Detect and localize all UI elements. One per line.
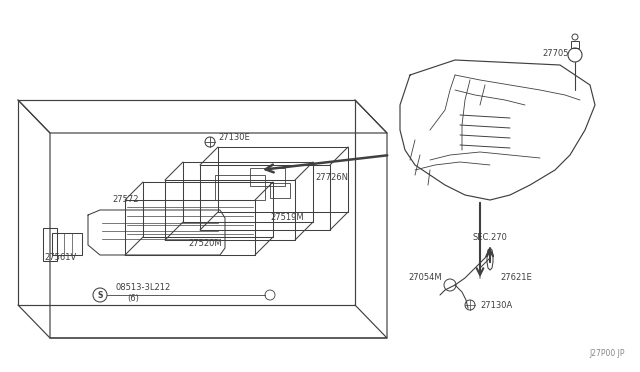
Bar xyxy=(43,228,57,261)
Text: 27519M: 27519M xyxy=(270,214,303,222)
Text: 27705: 27705 xyxy=(542,48,568,58)
Text: 27130A: 27130A xyxy=(480,301,512,310)
Text: 27621E: 27621E xyxy=(500,273,532,282)
Bar xyxy=(571,41,579,48)
Text: 27572: 27572 xyxy=(112,196,138,205)
Text: S: S xyxy=(97,291,102,299)
Text: SEC.270: SEC.270 xyxy=(472,234,508,243)
Bar xyxy=(215,175,265,200)
Text: (6): (6) xyxy=(127,294,139,302)
Text: 08513-3L212: 08513-3L212 xyxy=(115,283,170,292)
Text: J27P00 JP: J27P00 JP xyxy=(589,349,625,358)
Text: 27726N: 27726N xyxy=(315,173,348,183)
Bar xyxy=(52,233,82,255)
Text: 27520M: 27520M xyxy=(188,238,221,247)
Bar xyxy=(250,168,285,186)
Text: 27130E: 27130E xyxy=(218,134,250,142)
Text: 27561V: 27561V xyxy=(44,253,76,263)
Bar xyxy=(270,183,290,198)
Text: 27054M: 27054M xyxy=(408,273,442,282)
